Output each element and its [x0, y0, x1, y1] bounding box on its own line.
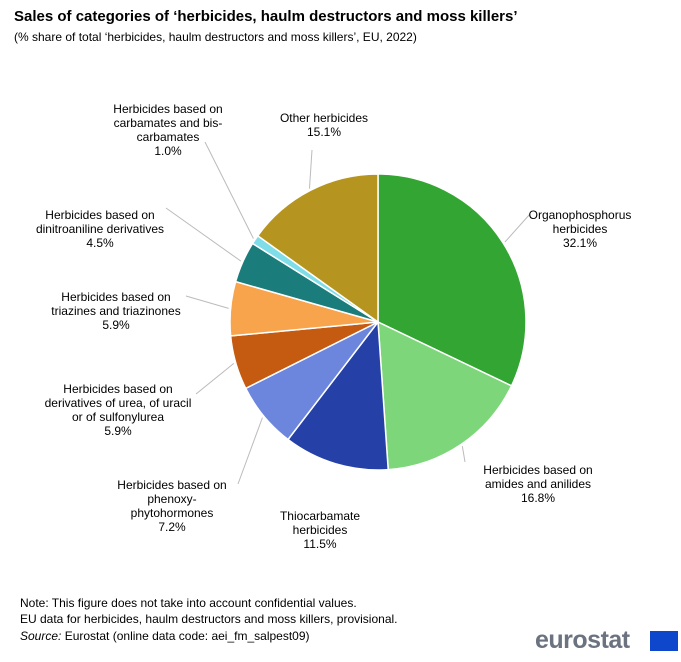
logo-text: eurostat: [535, 626, 630, 654]
pie-slice: [377, 173, 527, 387]
source: Source: Eurostat (online data code: aei_…: [20, 629, 310, 643]
note: EU data for herbicides, haulm destructor…: [20, 612, 398, 626]
slice-label: Thiocarbamate herbicides 11.5%: [265, 509, 375, 551]
value-label: 4.5%: [86, 236, 114, 250]
note: Note: This figure does not take into acc…: [20, 596, 357, 610]
pie-slice: [377, 320, 513, 471]
category-label: Herbicides based on carbamates and bis-c…: [113, 102, 223, 144]
slice-label: Organophosphorus herbicides 32.1%: [525, 208, 635, 250]
category-label: Thiocarbamate herbicides: [279, 509, 361, 537]
category-label: Herbicides based on phenoxy-phytohormone…: [117, 478, 227, 520]
slice-label: Herbicides based on triazines and triazi…: [46, 290, 186, 332]
slice-label: Other herbicides 15.1%: [264, 111, 384, 139]
value-label: 1.0%: [154, 144, 182, 158]
leader-line: [185, 295, 229, 309]
chart-subtitle: (% share of total ‘herbicides, haulm des…: [14, 30, 417, 44]
value-label: 7.2%: [158, 520, 186, 534]
leader-line: [237, 417, 263, 485]
category-label: Herbicides based on amides and anilides: [483, 463, 593, 491]
source-text: Eurostat (online data code: aei_fm_salpe…: [64, 629, 310, 643]
category-label: Organophosphorus herbicides: [528, 208, 632, 236]
value-label: 11.5%: [303, 537, 337, 551]
value-label: 5.9%: [104, 424, 132, 438]
value-label: 15.1%: [306, 125, 342, 139]
leader-line: [204, 141, 254, 239]
leader-line: [461, 445, 466, 463]
leader-line: [195, 363, 235, 395]
category-label: Herbicides based on triazines and triazi…: [51, 290, 181, 318]
category-label: Other herbicides: [279, 111, 369, 125]
chart-title: Sales of categories of ‘herbicides, haul…: [14, 8, 518, 25]
category-label: Herbicides based on derivatives of urea,…: [44, 382, 192, 424]
logo-flag: [650, 631, 678, 651]
value-label: 5.9%: [102, 318, 130, 332]
leader-line: [165, 207, 242, 262]
slice-label: Herbicides based on derivatives of urea,…: [43, 382, 193, 438]
slice-label: Herbicides based on phenoxy-phytohormone…: [107, 478, 237, 534]
slice-label: Herbicides based on dinitroaniline deriv…: [30, 208, 170, 250]
leader-line: [504, 213, 531, 243]
category-label: Herbicides based on dinitroaniline deriv…: [35, 208, 165, 236]
slice-label: Herbicides based on carbamates and bis-c…: [98, 102, 238, 158]
leader-line: [308, 149, 313, 189]
pie-slice: [286, 319, 390, 471]
source-label: Source:: [20, 629, 62, 643]
slice-label: Herbicides based on amides and anilides 1…: [468, 463, 608, 505]
pie-slice: [256, 173, 379, 324]
value-label: 16.8%: [520, 491, 556, 505]
value-label: 32.1%: [562, 236, 598, 250]
